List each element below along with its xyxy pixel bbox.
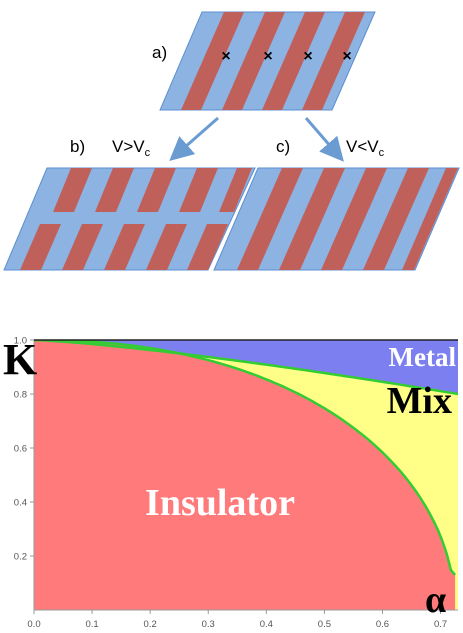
stripe-b-bot-5: [187, 224, 228, 270]
stripe-b-top-1: [53, 168, 92, 212]
cross-marker-4: ×: [342, 48, 351, 65]
panel-c: [213, 167, 460, 271]
stripe-c-3: [321, 168, 387, 270]
axis-label-k: K: [3, 335, 37, 384]
condition-b: V>Vc: [112, 137, 151, 159]
y-tick-label: 0.4: [14, 498, 27, 509]
y-ticks: 0.2 0.4 0.6 0.8 1.0: [14, 336, 34, 563]
axis-label-alpha: α: [425, 579, 446, 621]
arrow-to-b: [169, 116, 219, 161]
cross-marker-3: ×: [303, 48, 312, 65]
label-a: a): [152, 43, 167, 62]
y-tick-label: 0.8: [14, 390, 27, 401]
stripe-b-bot-3: [104, 224, 145, 270]
x-tick-label: 0.1: [85, 619, 98, 630]
phase-diagram: [34, 340, 458, 610]
stripe-b-bot-4: [146, 224, 187, 270]
stripe-b-bot-1: [20, 224, 61, 270]
label-c: c): [276, 137, 290, 156]
stripe-b-top-5: [219, 168, 252, 212]
stripe-a-3: [262, 12, 325, 110]
x-tick-label: 0.3: [202, 619, 215, 630]
stripe-c-4: [363, 168, 429, 270]
panel-a: × × × × a): [152, 11, 376, 111]
panel-b: [3, 167, 256, 271]
y-tick-label: 0.2: [14, 552, 27, 563]
y-tick-label: 1.0: [14, 336, 27, 347]
cross-marker-2: ×: [263, 48, 272, 65]
stripe-a-2: [222, 12, 285, 110]
x-tick-label: 0.4: [260, 619, 273, 630]
stripe-a-1: [181, 12, 244, 110]
x-tick-label: 0.0: [27, 619, 40, 630]
x-tick-label: 0.6: [376, 619, 389, 630]
arrow-to-c: [304, 117, 344, 162]
boundary-metal-mix: [34, 340, 458, 396]
stripe-c-1: [237, 168, 303, 270]
region-label-mix: Mix: [387, 380, 452, 422]
boundary-mix-insulator: [34, 340, 457, 576]
label-b: b): [70, 137, 85, 156]
axes: [33, 339, 458, 611]
stripe-b-top-4: [179, 168, 218, 212]
stripe-b-top-3: [137, 168, 176, 212]
x-tick-label: 0.2: [144, 619, 157, 630]
y-tick-label: 0.6: [14, 444, 27, 455]
x-tick-label: 0.5: [318, 619, 331, 630]
stripe-b-bot-2: [62, 224, 103, 270]
stripe-c-2: [279, 168, 345, 270]
x-tick-label: 0.7: [434, 619, 447, 630]
stripe-b-top-2: [95, 168, 134, 212]
x-ticks: 0.0 0.1 0.2 0.3 0.4 0.5 0.6 0.7: [27, 610, 447, 630]
stripe-c-5: [402, 168, 458, 270]
condition-c: V<Vc: [346, 137, 385, 159]
region-label-insulator: Insulator: [145, 482, 295, 524]
stripe-a-4: [302, 12, 365, 110]
cross-marker-1: ×: [221, 48, 230, 65]
region-label-metal: Metal: [389, 342, 457, 372]
region-insulator: [34, 340, 456, 610]
